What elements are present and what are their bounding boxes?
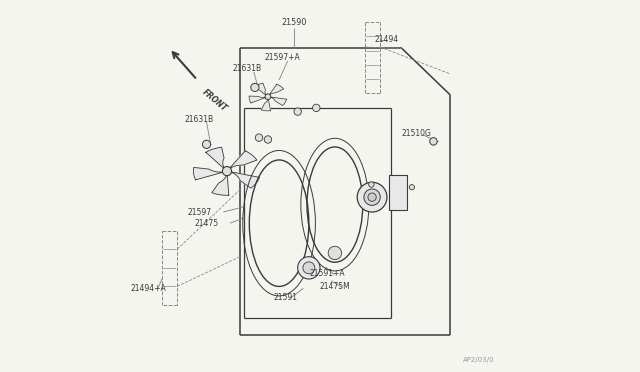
- Text: 21597+A: 21597+A: [265, 53, 301, 62]
- Text: 21597: 21597: [188, 208, 212, 217]
- Text: 21591: 21591: [274, 293, 298, 302]
- Text: 21494+A: 21494+A: [131, 284, 166, 293]
- Circle shape: [264, 136, 271, 143]
- Polygon shape: [261, 99, 271, 111]
- Text: FRONT: FRONT: [200, 87, 228, 113]
- Polygon shape: [269, 84, 284, 95]
- Polygon shape: [271, 97, 287, 106]
- Circle shape: [328, 246, 342, 260]
- Text: 21631B: 21631B: [184, 115, 214, 124]
- Circle shape: [294, 108, 301, 115]
- Circle shape: [255, 134, 262, 141]
- Polygon shape: [206, 147, 225, 169]
- Circle shape: [364, 189, 380, 205]
- Polygon shape: [249, 96, 266, 103]
- Circle shape: [298, 257, 320, 279]
- Text: AP2/03/0: AP2/03/0: [463, 357, 495, 363]
- Text: 21475: 21475: [195, 219, 219, 228]
- Polygon shape: [231, 172, 259, 188]
- Circle shape: [303, 262, 315, 274]
- Text: 21510G: 21510G: [402, 129, 431, 138]
- Circle shape: [369, 182, 374, 187]
- Circle shape: [368, 193, 376, 201]
- Circle shape: [223, 167, 232, 176]
- Bar: [389, 175, 408, 210]
- Circle shape: [357, 182, 387, 212]
- Circle shape: [429, 138, 437, 145]
- Text: 21494: 21494: [375, 35, 399, 44]
- Circle shape: [251, 83, 259, 92]
- Polygon shape: [193, 167, 223, 180]
- Text: 21631B: 21631B: [233, 64, 262, 73]
- Text: 21590: 21590: [281, 18, 307, 27]
- Circle shape: [312, 104, 320, 112]
- Polygon shape: [212, 174, 228, 195]
- Circle shape: [202, 140, 211, 148]
- Polygon shape: [229, 151, 257, 169]
- Circle shape: [265, 94, 271, 100]
- Text: 21475M: 21475M: [319, 282, 350, 291]
- Text: 21591+A: 21591+A: [310, 269, 345, 278]
- Circle shape: [410, 185, 415, 190]
- Polygon shape: [255, 83, 266, 95]
